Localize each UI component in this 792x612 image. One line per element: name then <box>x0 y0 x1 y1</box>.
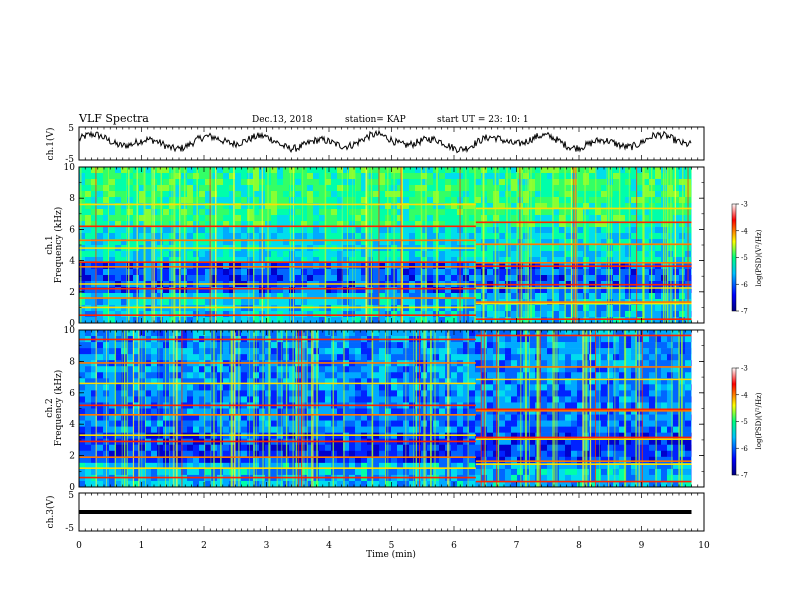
colorbar-tick-label: -6 <box>741 445 748 453</box>
spectrogram-y-tick-label: 2 <box>69 452 75 462</box>
header-station: station= KAP <box>345 115 406 125</box>
colorbar-tick-label: -4 <box>741 227 748 235</box>
spectrogram-y-tick-label: 0 <box>69 319 75 329</box>
ch1-spectrogram-ylabel: Frequency (kHz) <box>53 207 64 284</box>
ch3-ylabel: ch.3(V) <box>45 496 56 529</box>
x-tick-label: 6 <box>451 541 457 551</box>
spectrogram-y-tick-label: 10 <box>64 326 76 336</box>
ch1-tick-top: 5 <box>68 124 74 134</box>
ch1-waveform-line <box>78 129 692 154</box>
x-tick-label: 8 <box>576 541 582 551</box>
ch1-waveform-panel: 5 -5 ch.1(V) <box>45 124 705 165</box>
spectrogram-y-tick-label: 6 <box>69 225 75 235</box>
ch2-colorbar-scale <box>731 367 737 476</box>
spectrogram-y-tick-label: 4 <box>69 257 75 267</box>
spectrogram-y-tick-label: 6 <box>69 389 75 399</box>
colorbar-tick-label: -3 <box>741 365 748 373</box>
ch2-spectrogram-image <box>79 330 704 488</box>
x-tick-label: 2 <box>201 541 207 551</box>
ch1-colorbar: -3 -4 -5 -6 -7 log(PSD)(V²/Hz) <box>731 201 763 316</box>
ch1-colorbar-label: log(PSD)(V²/Hz) <box>755 229 763 286</box>
colorbar-tick-label: -6 <box>741 281 748 289</box>
ch3-tick-bottom: -5 <box>65 524 74 534</box>
ch1-spectrogram-panel: 10 8 6 4 2 0 ch.1 Frequency (kHz) <box>45 163 705 329</box>
ch3-tick-top: 5 <box>68 491 74 501</box>
spectrogram-y-tick-label: 4 <box>69 420 75 430</box>
ch1-spectrogram-channel-label: ch.1 <box>45 235 55 254</box>
x-tick-label: 5 <box>389 541 395 551</box>
colorbar-tick-label: -7 <box>741 472 748 480</box>
ch2-spectrogram-channel-label: ch.2 <box>45 398 55 417</box>
ch2-colorbar: -3 -4 -5 -6 -7 log(PSD)(V²/Hz) <box>731 365 763 480</box>
x-tick-label: 3 <box>264 541 270 551</box>
ch2-colorbar-label: log(PSD)(V²/Hz) <box>755 392 763 449</box>
x-tick-label: 9 <box>639 541 645 551</box>
spectrogram-y-tick-label: 0 <box>69 483 75 493</box>
x-tick-label: 10 <box>698 541 710 551</box>
ch1-ylabel: ch.1(V) <box>45 128 56 161</box>
x-axis-label: Time (min) <box>366 549 416 560</box>
colorbar-tick-label: -3 <box>741 201 748 209</box>
ch2-spectrogram-panel: 10 8 6 4 2 0 ch.2 Frequency (kHz) <box>45 326 705 493</box>
x-tick-label: 7 <box>514 541 520 551</box>
spectrogram-y-tick-label: 8 <box>69 357 75 367</box>
x-tick-label: 1 <box>139 541 145 551</box>
ch3-waveform-panel: 5 -5 ch.3(V) <box>45 491 705 534</box>
ch1-tick-bottom: -5 <box>65 155 74 165</box>
ch1-spectrogram-image <box>79 167 704 324</box>
colorbar-tick-label: -7 <box>741 308 748 316</box>
figure-title: VLF Spectra <box>78 112 149 125</box>
x-tick-label: 4 <box>326 541 332 551</box>
x-axis-ticks: 0 1 2 3 4 5 6 7 8 9 10 <box>76 127 710 551</box>
colorbar-tick-label: -5 <box>741 418 748 426</box>
spectrogram-y-tick-label: 8 <box>69 194 75 204</box>
header-date: Dec.13, 2018 <box>252 115 313 125</box>
x-tick-label: 0 <box>76 541 82 551</box>
colorbar-tick-label: -4 <box>741 391 748 399</box>
spectrogram-y-tick-label: 2 <box>69 288 75 298</box>
header-start-time: start UT = 23: 10: 1 <box>437 115 529 125</box>
ch1-colorbar-scale <box>731 203 737 312</box>
spectrogram-y-tick-label: 10 <box>64 163 76 173</box>
ch2-spectrogram-ylabel: Frequency (kHz) <box>53 370 64 447</box>
colorbar-tick-label: -5 <box>741 254 748 262</box>
